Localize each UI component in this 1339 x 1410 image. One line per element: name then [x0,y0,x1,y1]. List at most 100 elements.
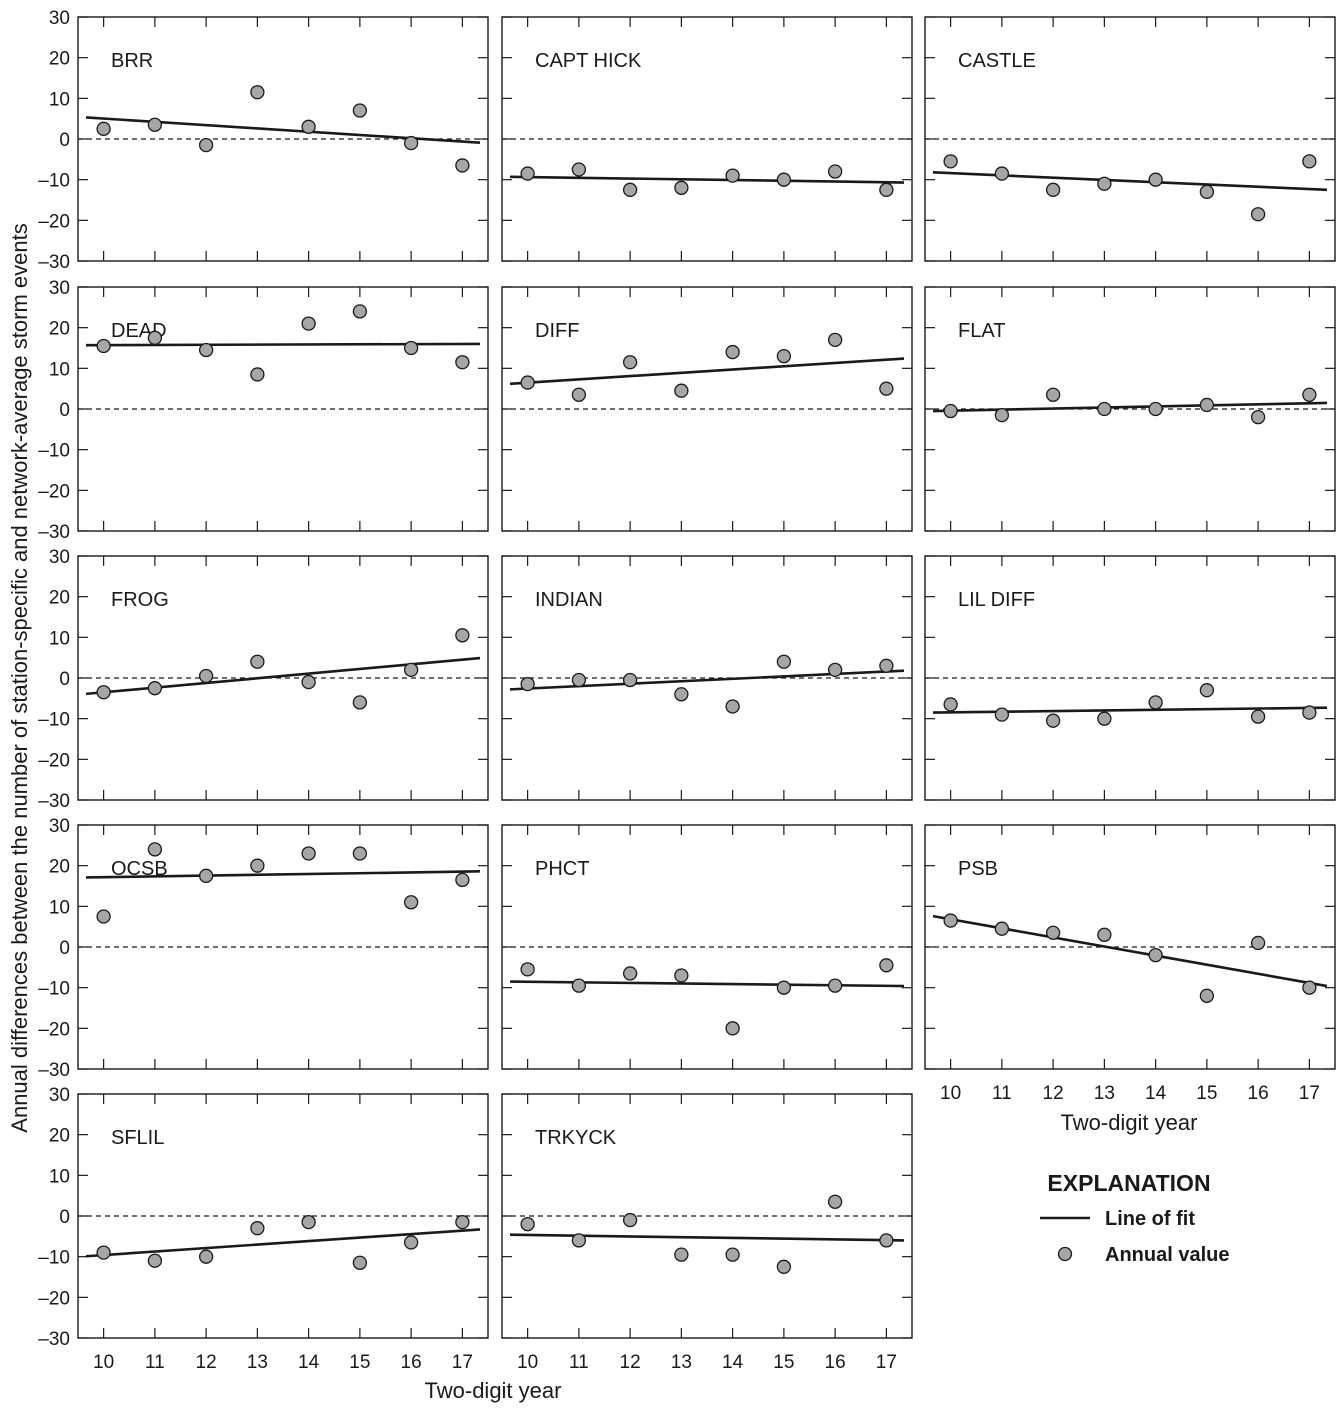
annual-value-point [827,332,843,348]
annual-value-point [520,1216,535,1232]
panel-label: INDIAN [535,589,603,611]
line-of-fit [509,980,905,988]
line-of-fit [509,175,905,184]
x-tick-label: 16 [1248,1083,1269,1104]
annual-value-point [352,103,368,118]
annual-value-point [96,121,111,136]
annual-value-point [1199,683,1215,698]
annual-value-point [725,344,740,360]
legend-marker-label: Annual value [1105,1244,1229,1266]
panel-label: CAPT HICK [535,50,642,72]
annual-value-point [1097,927,1112,942]
y-tick-label: 0 [59,1207,70,1228]
annual-value-point [1148,172,1163,187]
annual-value-point [725,1247,740,1262]
y-tick-label: –30 [38,1060,70,1081]
x-tick-label: 17 [452,1352,473,1373]
annual-value-point [674,180,689,195]
x-tick-label: 15 [349,1352,370,1373]
line-of-fit [932,706,1328,714]
line-of-fit [85,342,481,347]
annual-value-point [1199,184,1215,200]
panel-frog: 30 20 10 0 –10 –20 –30 FROG [38,547,489,812]
y-tick-label: 10 [49,628,70,649]
annual-value-point [1250,709,1266,724]
x-tick-label: 16 [401,1352,422,1373]
y-tick-label: –30 [38,791,70,812]
legend-marker-swatch [1057,1246,1073,1262]
annual-value-point [352,304,368,319]
annual-value-point [301,119,316,134]
x-tick-label: 11 [569,1352,589,1373]
annual-value-point [622,966,638,981]
annual-value-point [1097,176,1112,191]
annual-value-point [301,316,316,331]
legend: EXPLANATION Line of fit Annual value [1040,1170,1229,1266]
annual-value-point [1097,711,1112,726]
panel-castle: CASTLE [924,16,1336,262]
annual-value-point [674,968,689,983]
annual-value-point [674,383,689,398]
annual-value-point [198,342,214,358]
annual-value-point [1045,182,1061,197]
annual-value-point [776,348,792,364]
annual-value-point [352,695,368,710]
annual-value-point [455,355,470,370]
x-axis-title-bottom: Two-digit year [425,1378,562,1403]
panel-label: BRR [111,50,153,72]
annual-value-point [198,868,214,883]
annual-value-point [96,1245,111,1260]
panel-label: FROG [111,589,169,611]
annual-value-point [827,1194,843,1209]
panels: 30 20 10 0 –10 –20 –30 BRR CAPT HICK CASTLE 30 20 10… [38,8,1336,1373]
panel-indian: INDIAN [501,555,913,801]
annual-value-point [455,628,470,643]
x-tick-label: 13 [247,1352,268,1373]
panel-label: CASTLE [958,50,1036,72]
annual-value-point [1302,154,1317,169]
annual-value-point [147,681,163,696]
y-tick-label: –10 [38,979,70,1000]
y-tick-label: 10 [49,89,70,110]
x-tick-label: 11 [992,1083,1012,1104]
y-tick-label: 10 [49,897,70,918]
annual-value-point [301,1214,316,1230]
y-tick-label: 30 [49,1085,70,1106]
y-tick-label: –30 [38,1329,70,1350]
panel-flat: FLAT [924,286,1336,532]
panel-label: PHCT [535,858,589,880]
x-tick-label: 17 [876,1352,897,1373]
y-tick-label: –10 [38,441,70,462]
x-tick-label: 13 [1094,1083,1115,1104]
x-tick-label: 15 [773,1352,794,1373]
y-tick-label: –10 [38,710,70,731]
x-tick-label: 10 [940,1083,961,1104]
annual-value-point [943,403,958,419]
legend-title: EXPLANATION [1047,1170,1210,1196]
annual-value-point [994,921,1010,936]
annual-value-point [674,687,689,702]
y-tick-label: –10 [38,171,70,192]
y-tick-label: 30 [49,278,70,299]
annual-value-point [622,1212,638,1228]
annual-value-point [455,158,470,173]
line-of-fit [85,1228,481,1258]
y-tick-label: 20 [49,49,70,70]
x-tick-label: 14 [1145,1083,1167,1104]
annual-value-point [571,672,587,688]
annual-value-point [403,1235,419,1250]
y-tick-label: 10 [49,359,70,380]
annual-value-point [674,1247,689,1262]
line-of-fit [932,914,1328,988]
panel-brr: 30 20 10 0 –10 –20 –30 BRR [38,8,489,273]
annual-value-point [776,980,792,995]
x-tick-label: 10 [93,1352,114,1373]
annual-value-point [1148,947,1163,963]
panel-label: SFLIL [111,1127,164,1149]
y-tick-label: –20 [38,1288,70,1309]
annual-value-point [994,707,1010,722]
annual-value-point [622,672,638,688]
panel-label: FLAT [958,320,1005,342]
annual-value-point [571,387,587,402]
